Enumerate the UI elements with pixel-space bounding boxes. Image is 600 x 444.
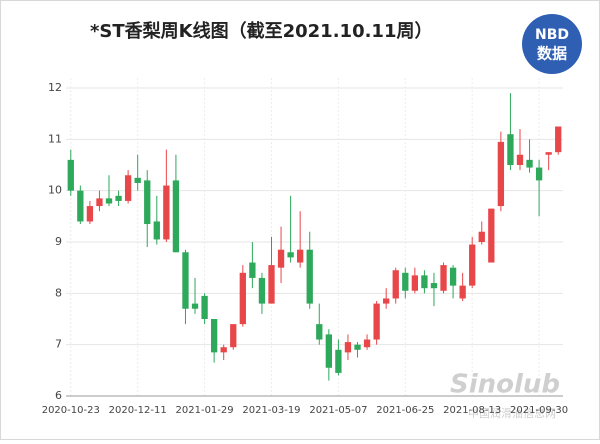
candle-body — [335, 349, 342, 373]
watermark-brand: Sinolub — [450, 370, 560, 400]
candle-body — [363, 339, 371, 348]
candle-body — [172, 180, 180, 253]
candle-body — [287, 252, 294, 258]
logo-line1: NBD — [535, 27, 569, 43]
candle-body — [344, 342, 352, 353]
candle-body — [449, 267, 457, 286]
candle-body — [134, 177, 141, 183]
candle-body — [258, 277, 266, 304]
candle-body — [277, 249, 285, 268]
candle-body — [316, 324, 323, 340]
logo: NBD 数据 — [522, 14, 582, 74]
candle-body — [526, 159, 533, 168]
candle-body — [115, 195, 122, 201]
x-tick-label: 2020-10-23 — [42, 405, 100, 416]
candle-body — [535, 167, 543, 181]
y-tick-label: 12 — [48, 81, 62, 94]
candle-body — [459, 285, 466, 299]
candle-body — [105, 198, 113, 204]
candle-body — [354, 344, 361, 350]
x-tick-label: 2020-12-11 — [109, 405, 167, 416]
candle-body — [163, 185, 170, 240]
x-tick-label: 2021-06-25 — [376, 405, 434, 416]
candle-body — [421, 275, 428, 289]
candle-body — [67, 159, 74, 191]
candle-body — [96, 198, 103, 207]
y-tick-label: 7 — [55, 338, 62, 351]
x-tick-label: 2021-03-19 — [242, 405, 300, 416]
candle-body — [239, 272, 246, 325]
candle-body — [430, 283, 438, 289]
candle-body — [373, 303, 380, 340]
candle-body — [268, 265, 275, 304]
candle-body — [516, 154, 524, 165]
candle-body — [555, 126, 562, 153]
candle-body — [191, 303, 199, 309]
candle-body — [392, 270, 399, 299]
x-tick-label: 2021-08-13 — [443, 405, 501, 416]
candle-body — [230, 324, 237, 348]
x-tick-label: 2021-01-29 — [176, 405, 234, 416]
candle-body — [440, 265, 447, 291]
candle-body — [182, 252, 189, 309]
candle-body — [497, 141, 505, 207]
y-tick-label: 11 — [48, 132, 62, 145]
candle-body — [249, 262, 256, 278]
candle-body — [545, 152, 552, 155]
candle-body — [488, 208, 495, 263]
candle-body — [210, 319, 218, 353]
y-tick-label: 6 — [55, 389, 62, 402]
candle-body — [144, 180, 151, 225]
y-tick-label: 10 — [48, 184, 62, 197]
candle-body — [325, 334, 332, 368]
candle-body — [402, 272, 409, 291]
logo-line2: 数据 — [537, 45, 567, 63]
candle-body — [77, 190, 84, 222]
candle-body — [383, 298, 390, 304]
x-tick-label: 2021-09-30 — [510, 405, 568, 416]
candle-body — [201, 295, 208, 319]
candle-body — [411, 275, 419, 291]
watermark-site: 中国润滑油信息网 — [468, 406, 556, 420]
candle-body — [124, 175, 132, 201]
candle-body — [469, 244, 476, 286]
y-tick-label: 8 — [55, 286, 62, 299]
candle-body — [306, 249, 313, 304]
candle-body — [220, 347, 227, 353]
candle-body — [478, 231, 485, 242]
x-tick-label: 2021-05-07 — [309, 405, 367, 416]
candle-body — [297, 249, 304, 263]
logo-badge — [522, 14, 582, 74]
y-tick-label: 9 — [55, 235, 62, 248]
candle-body — [86, 206, 94, 222]
candle-body — [507, 134, 514, 165]
candle-body — [153, 221, 160, 240]
chart-title: *ST香梨周K线图（截至2021.10.11周） — [90, 20, 432, 42]
